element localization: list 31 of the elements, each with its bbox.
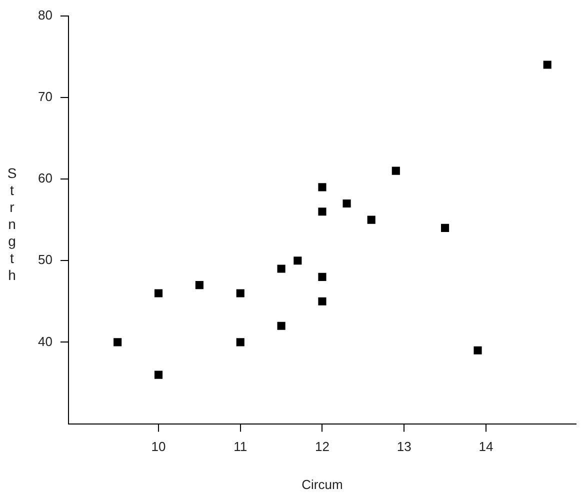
point	[294, 256, 302, 265]
point	[342, 199, 351, 208]
point	[236, 338, 244, 346]
point	[236, 289, 244, 298]
point	[543, 60, 552, 69]
point	[195, 281, 204, 290]
y-tick-label: 50	[38, 252, 52, 268]
point	[392, 166, 400, 175]
point	[154, 289, 163, 298]
point	[318, 208, 326, 216]
point	[277, 322, 286, 330]
y-tick-label: 80	[38, 7, 52, 22]
point	[277, 264, 286, 273]
point	[318, 272, 326, 281]
point	[114, 338, 122, 346]
x-tick-label: 10	[151, 439, 166, 454]
point	[318, 183, 326, 192]
y-axis-title: Strngth	[4, 165, 20, 284]
point	[154, 370, 163, 379]
y-tick-label: 60	[38, 170, 52, 186]
x-tick-label: 14	[478, 439, 494, 454]
x-tick-label: 11	[234, 439, 248, 454]
x-tick-label: 12	[314, 439, 330, 454]
point	[367, 216, 376, 224]
x-tick-label: 13	[396, 439, 412, 454]
point	[474, 346, 482, 354]
x-axis-title: Circum	[302, 476, 343, 492]
y-tick-label: 70	[38, 88, 52, 104]
point	[318, 297, 326, 306]
y-tick-label: 40	[38, 334, 52, 349]
point	[440, 224, 450, 232]
